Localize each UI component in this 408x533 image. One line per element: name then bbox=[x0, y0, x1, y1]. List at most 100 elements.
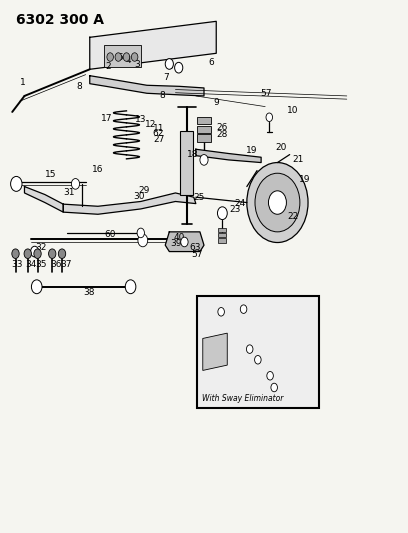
Polygon shape bbox=[24, 187, 63, 212]
Bar bbox=[104, 45, 141, 67]
Bar bbox=[218, 228, 226, 232]
Circle shape bbox=[11, 176, 22, 191]
Circle shape bbox=[200, 155, 208, 165]
Text: 58: 58 bbox=[304, 301, 315, 309]
Text: 1: 1 bbox=[20, 78, 25, 87]
Bar bbox=[197, 126, 211, 133]
Text: 61: 61 bbox=[206, 379, 217, 388]
Text: 42: 42 bbox=[196, 364, 207, 372]
Circle shape bbox=[31, 280, 42, 294]
Text: 32: 32 bbox=[35, 244, 47, 252]
Text: 35: 35 bbox=[35, 260, 47, 269]
Circle shape bbox=[246, 345, 253, 353]
Text: 26: 26 bbox=[217, 124, 228, 132]
Circle shape bbox=[31, 246, 39, 257]
Bar bbox=[180, 131, 193, 195]
Circle shape bbox=[34, 249, 41, 259]
Circle shape bbox=[107, 53, 113, 61]
Text: 33: 33 bbox=[11, 260, 23, 269]
Text: 29: 29 bbox=[138, 186, 149, 195]
Text: 4: 4 bbox=[126, 56, 131, 65]
Text: With Sway Eliminator: With Sway Eliminator bbox=[202, 394, 283, 403]
Circle shape bbox=[247, 163, 308, 243]
Text: 6302 300 A: 6302 300 A bbox=[16, 13, 104, 27]
Text: 48: 48 bbox=[271, 354, 282, 362]
Circle shape bbox=[255, 173, 300, 232]
Circle shape bbox=[12, 249, 19, 259]
Text: 39: 39 bbox=[171, 239, 182, 248]
Circle shape bbox=[240, 305, 247, 313]
Text: 47: 47 bbox=[304, 341, 315, 350]
Text: 25: 25 bbox=[193, 193, 205, 201]
Circle shape bbox=[24, 249, 31, 259]
Text: 11: 11 bbox=[153, 125, 164, 133]
Text: 27: 27 bbox=[153, 135, 165, 144]
Text: 7: 7 bbox=[164, 73, 169, 82]
Circle shape bbox=[125, 280, 136, 294]
Circle shape bbox=[175, 62, 183, 73]
Text: 18: 18 bbox=[187, 150, 198, 159]
Text: 34: 34 bbox=[25, 260, 36, 269]
Text: 50: 50 bbox=[255, 397, 266, 405]
Text: 15: 15 bbox=[45, 171, 57, 179]
Text: 63: 63 bbox=[189, 244, 201, 252]
Text: 36: 36 bbox=[51, 260, 62, 269]
Text: 53: 53 bbox=[235, 359, 246, 368]
Text: 60: 60 bbox=[104, 230, 116, 239]
Text: 5: 5 bbox=[168, 62, 173, 70]
Text: 49: 49 bbox=[255, 352, 266, 360]
Circle shape bbox=[49, 249, 56, 259]
Circle shape bbox=[267, 372, 273, 380]
Text: 2: 2 bbox=[105, 62, 111, 71]
Text: 59: 59 bbox=[304, 357, 315, 366]
Bar bbox=[197, 296, 319, 408]
Text: 42: 42 bbox=[196, 330, 207, 339]
Circle shape bbox=[268, 191, 286, 214]
Text: 57: 57 bbox=[261, 90, 272, 98]
Text: 13: 13 bbox=[135, 115, 147, 124]
Text: 22: 22 bbox=[287, 212, 299, 221]
Text: 37: 37 bbox=[61, 260, 72, 269]
Polygon shape bbox=[203, 333, 227, 370]
Text: 8: 8 bbox=[160, 91, 165, 100]
Circle shape bbox=[266, 113, 273, 122]
Text: 16: 16 bbox=[92, 165, 104, 174]
Text: 56: 56 bbox=[304, 325, 315, 334]
Text: 55: 55 bbox=[296, 309, 306, 318]
Polygon shape bbox=[90, 21, 216, 69]
Text: 48: 48 bbox=[271, 373, 282, 382]
Text: 8: 8 bbox=[77, 83, 82, 91]
Text: 20: 20 bbox=[275, 143, 286, 151]
Text: 41: 41 bbox=[203, 311, 213, 320]
Circle shape bbox=[131, 53, 138, 61]
Text: 9: 9 bbox=[213, 98, 219, 107]
Circle shape bbox=[217, 207, 227, 220]
Circle shape bbox=[181, 237, 188, 247]
Text: 17: 17 bbox=[101, 115, 113, 123]
Text: 23: 23 bbox=[229, 205, 240, 214]
Circle shape bbox=[137, 228, 144, 238]
Text: 24: 24 bbox=[234, 199, 245, 208]
Polygon shape bbox=[90, 76, 204, 96]
Text: 62: 62 bbox=[153, 130, 164, 138]
Circle shape bbox=[138, 234, 148, 247]
Bar bbox=[218, 238, 226, 243]
Text: 51: 51 bbox=[235, 391, 245, 400]
Circle shape bbox=[58, 249, 66, 259]
Polygon shape bbox=[63, 193, 196, 214]
Text: 31: 31 bbox=[64, 189, 75, 197]
Text: 45: 45 bbox=[251, 333, 262, 341]
Text: 30: 30 bbox=[133, 192, 144, 201]
Text: 12: 12 bbox=[145, 120, 157, 128]
Text: 28: 28 bbox=[217, 130, 228, 139]
Text: 6: 6 bbox=[208, 59, 214, 67]
Bar bbox=[197, 117, 211, 124]
Text: 10: 10 bbox=[287, 106, 299, 115]
Circle shape bbox=[115, 53, 122, 61]
Circle shape bbox=[255, 356, 261, 364]
Text: 21: 21 bbox=[292, 156, 304, 164]
Circle shape bbox=[271, 383, 277, 392]
Circle shape bbox=[123, 53, 130, 61]
Text: 43: 43 bbox=[231, 311, 242, 320]
Text: 40: 40 bbox=[174, 233, 185, 241]
